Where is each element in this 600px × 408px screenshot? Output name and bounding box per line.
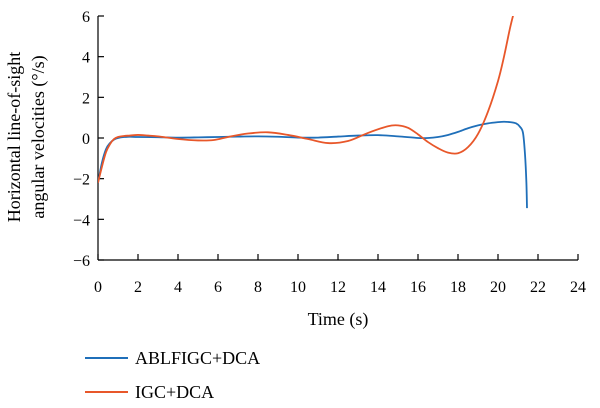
series-group (98, 16, 528, 209)
y-tick-label: −4 (73, 212, 90, 229)
series-line-ablfigc-dca (98, 120, 528, 209)
y-tick-label: 4 (82, 50, 90, 67)
x-tick-label: 22 (530, 279, 546, 296)
y-tick-label: −2 (73, 172, 90, 189)
x-tick-label: 4 (174, 279, 182, 296)
x-tick-label: 6 (214, 279, 222, 296)
y-tick-label: 2 (82, 90, 90, 107)
y-axis-ticks: 6 4 2 0 −2 −4 −6 (73, 9, 104, 270)
x-tick-label: 0 (94, 279, 102, 296)
x-tick-label: 10 (290, 279, 306, 296)
x-tick-label: 14 (370, 279, 386, 296)
legend: ABLFIGC+DCA IGC+DCA (85, 348, 260, 402)
y-tick-label: 6 (82, 9, 90, 26)
y-tick-label: 0 (82, 131, 90, 148)
y-axis-title-line-2: angular velocities (°/s) (28, 55, 49, 218)
y-axis-title-line-1: Horizontal line-of-sight (4, 52, 24, 222)
x-tick-label: 16 (410, 279, 426, 296)
y-tick-label: −6 (73, 253, 90, 270)
y-axis-title: Horizontal line-of-sight angular velocit… (4, 52, 49, 222)
x-tick-label: 20 (490, 279, 506, 296)
x-tick-label: 24 (570, 279, 586, 296)
x-axis-title: Time (s) (308, 309, 369, 330)
x-tick-label: 8 (254, 279, 262, 296)
legend-label-igc-dca: IGC+DCA (135, 382, 214, 402)
x-tick-label: 18 (450, 279, 466, 296)
x-tick-label: 2 (134, 279, 142, 296)
x-tick-label: 12 (330, 279, 346, 296)
x-axis-ticks: 0 2 4 6 8 10 12 14 16 18 20 22 24 (94, 254, 586, 296)
legend-label-ablfigc-dca: ABLFIGC+DCA (135, 348, 260, 368)
series-line-igc-dca (98, 16, 514, 183)
